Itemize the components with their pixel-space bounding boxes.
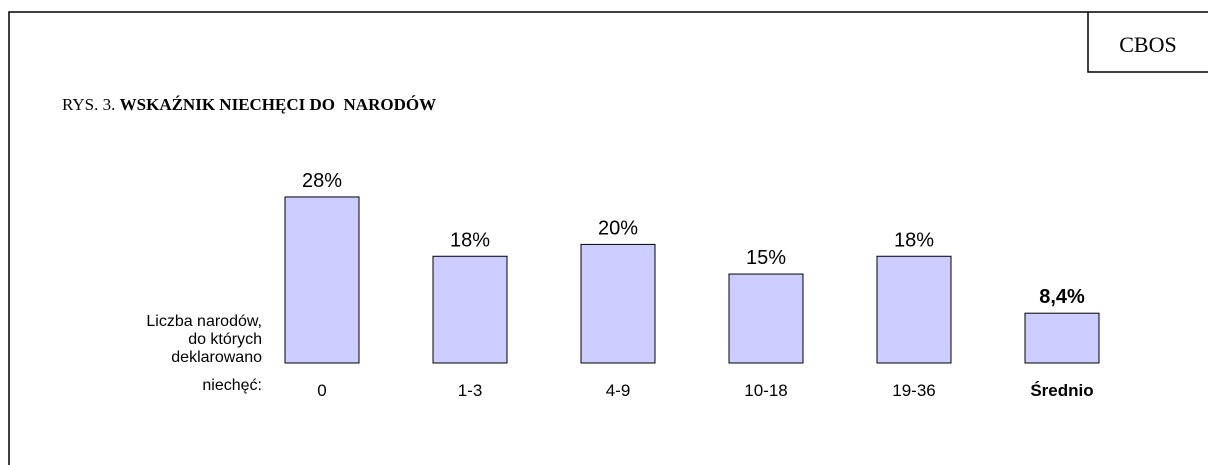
bar: [432, 255, 508, 364]
x-tick-label: Średnio: [1030, 381, 1093, 400]
value-label: 15%: [746, 247, 786, 269]
axis-label: do których: [188, 331, 262, 348]
axis-label: Liczba narodów,: [146, 313, 262, 330]
axis-label: niechęć:: [202, 377, 262, 394]
frame: [8, 11, 1208, 465]
value-label: 18%: [894, 229, 934, 251]
x-tick-label: 1-3: [458, 381, 483, 400]
x-tick-label: 19-36: [892, 381, 935, 400]
title-main: WSKAŹNIK NIECHĘCI DO NARODÓW: [120, 95, 436, 114]
bar: [1024, 312, 1100, 364]
bar: [876, 255, 952, 364]
x-tick-label: 10-18: [744, 381, 787, 400]
axis-label: deklarowano: [171, 349, 262, 366]
x-tick-label: 4-9: [606, 381, 631, 400]
title-prefix: RYS. 3.: [62, 95, 115, 114]
value-label: 20%: [598, 217, 638, 239]
value-label: 28%: [302, 170, 342, 192]
value-label: 18%: [450, 229, 490, 251]
bar: [284, 196, 360, 364]
bar: [580, 243, 656, 364]
bar: [728, 273, 804, 364]
value-label: 8,4%: [1039, 286, 1085, 308]
chart-title: RYS. 3. WSKAŹNIK NIECHĘCI DO NARODÓW: [62, 95, 436, 114]
badge-box: [1087, 12, 1208, 73]
badge: CBOS: [1119, 32, 1176, 57]
x-tick-label: 0: [317, 381, 326, 400]
